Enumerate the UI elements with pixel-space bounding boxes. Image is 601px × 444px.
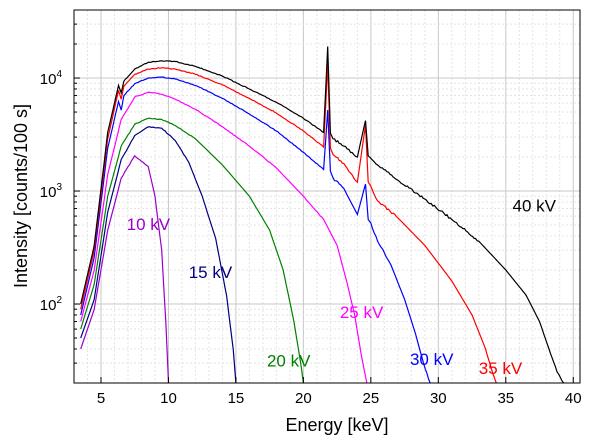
series-line-30-kv [80, 76, 431, 384]
annotation-layer: 10 kV 15 kV 20 kV 25 kV 30 kV 35 kV 40 kV [127, 196, 557, 378]
series-line-40-kv [80, 46, 565, 384]
x-tick-label: 15 [228, 390, 245, 407]
y-axis-label: Intensity [counts/100 s] [11, 104, 31, 288]
series-label: 30 kV [410, 350, 454, 369]
x-tick-label: 35 [497, 390, 514, 407]
ticks: 5 10 15 20 25 30 35 40 102 103 104 [40, 9, 582, 407]
series-line-20-kv [80, 117, 304, 384]
series-label: 25 kV [340, 303, 384, 322]
y-tick-label: 103 [40, 182, 63, 201]
series-line-10-kv [80, 154, 170, 384]
y-tick-label: 104 [40, 69, 63, 88]
x-tick-label: 20 [295, 390, 312, 407]
series-label: 40 kV [513, 196, 557, 215]
series-label: 35 kV [479, 359, 523, 378]
x-tick-label: 30 [430, 390, 447, 407]
x-tick-label: 5 [97, 390, 105, 407]
x-tick-label: 25 [363, 390, 380, 407]
x-tick-label: 10 [160, 390, 177, 407]
series-layer [80, 46, 565, 384]
series-label: 20 kV [267, 351, 311, 370]
y-tick-label: 102 [40, 295, 63, 314]
series-line-35-kv [80, 63, 497, 384]
series-line-15-kv [80, 126, 237, 384]
series-line-25-kv [80, 91, 368, 384]
x-axis-label: Energy [keV] [285, 415, 388, 435]
series-label: 15 kV [189, 263, 233, 282]
series-label: 10 kV [127, 215, 171, 234]
x-tick-label: 40 [565, 390, 582, 407]
